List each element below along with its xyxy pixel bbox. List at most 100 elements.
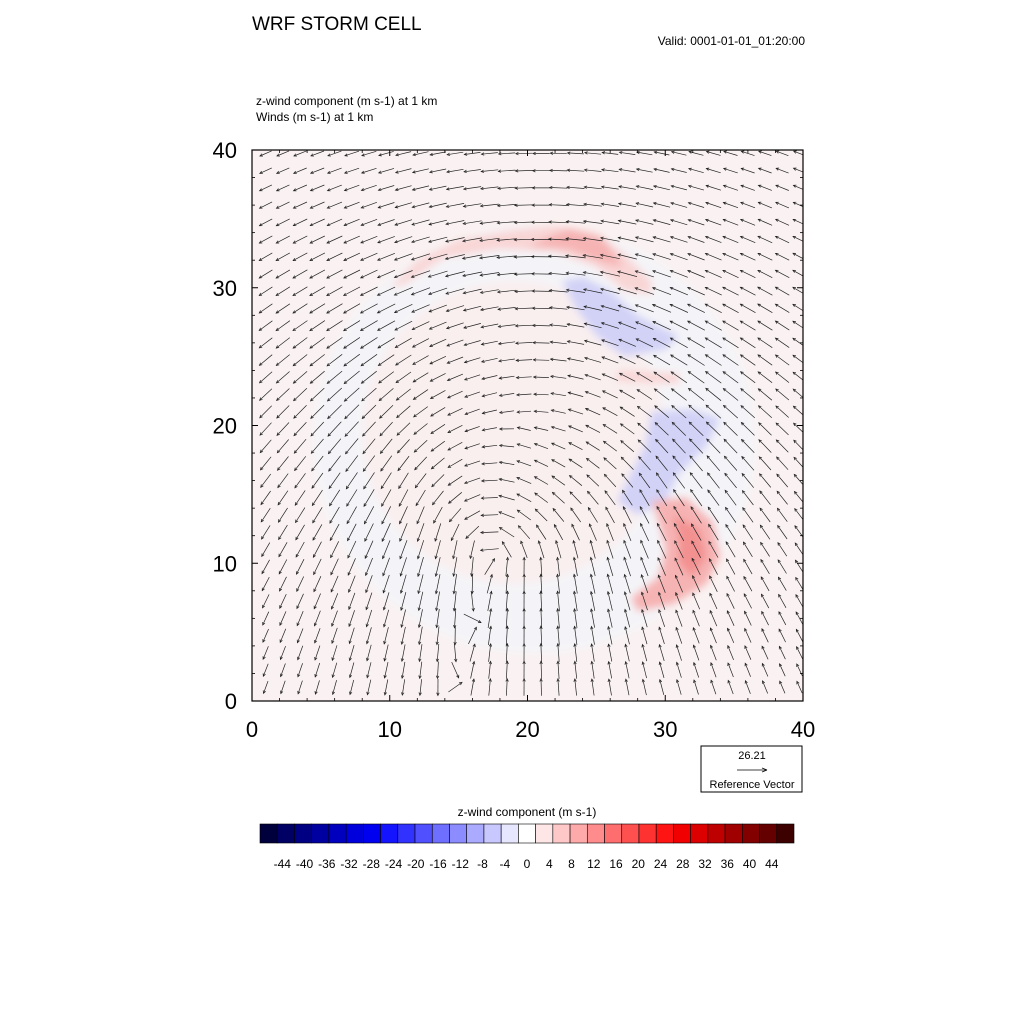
wind-vector-head	[792, 320, 796, 324]
wind-vector	[259, 286, 273, 296]
wind-vector-head	[602, 440, 607, 445]
wind-vector	[777, 508, 788, 522]
wind-vector-head	[464, 411, 469, 415]
wind-vector	[655, 439, 669, 454]
wind-vector-head	[742, 507, 746, 511]
colorbar-label: -36	[318, 857, 336, 871]
wind-vector-head	[453, 641, 457, 646]
wind-vector-head	[279, 656, 283, 661]
wind-vector-head	[687, 201, 692, 205]
wind-vector	[744, 611, 752, 626]
wind-vector	[326, 235, 343, 244]
wind-vector	[656, 523, 667, 542]
wind-vector-head	[566, 168, 571, 172]
wind-vector-head	[381, 520, 385, 525]
wind-vector	[693, 679, 699, 695]
wind-vector	[796, 646, 803, 660]
updraft-south	[630, 497, 721, 612]
wind-vector-head	[793, 456, 797, 461]
wind-vector	[638, 472, 651, 489]
wind-vector-head	[634, 219, 639, 223]
wind-vector-head	[428, 309, 433, 313]
wind-vector-head	[549, 168, 553, 173]
wind-vector	[653, 338, 671, 348]
wind-vector-head	[480, 359, 485, 363]
colorbar-swatch	[621, 823, 640, 844]
wind-vector-head	[675, 661, 679, 666]
wind-vector-head	[399, 573, 403, 577]
wind-vector-head	[329, 502, 333, 507]
wind-vector	[642, 644, 648, 662]
wind-vector-head	[330, 606, 334, 610]
wind-vector	[363, 472, 375, 489]
wind-vector	[447, 356, 464, 364]
wind-vector	[654, 151, 670, 156]
wind-vector	[608, 679, 612, 696]
wind-vector-head	[480, 152, 485, 156]
colorbar-swatch	[294, 823, 312, 844]
wind-vector-head	[774, 286, 779, 290]
wind-vector	[516, 376, 532, 379]
wind-vector	[690, 489, 703, 507]
wind-vector-head	[360, 222, 365, 226]
wind-vector-head	[296, 588, 300, 593]
wind-vector-head	[722, 286, 726, 290]
wind-vector	[653, 371, 670, 383]
wind-vector-head	[532, 151, 536, 156]
wind-vector-head	[606, 573, 610, 578]
wind-vector	[451, 661, 460, 679]
wind-vector	[555, 540, 562, 559]
wind-vector	[583, 220, 603, 224]
wind-vector	[574, 661, 578, 679]
wind-vector-head	[722, 269, 726, 273]
wind-vector-head	[399, 538, 403, 542]
wind-vector	[557, 591, 560, 612]
wind-vector	[775, 354, 790, 366]
colorbar-swatch	[655, 823, 674, 844]
wind-vector-head	[292, 275, 297, 279]
wind-vector-head	[726, 558, 730, 563]
wind-vector-head	[640, 556, 644, 561]
wind-vector	[568, 392, 584, 397]
wind-vector-head	[447, 429, 452, 433]
wind-vector	[540, 608, 543, 629]
wind-vector-head	[278, 553, 282, 558]
wind-vector	[347, 558, 356, 576]
wind-vector	[687, 253, 705, 261]
wind-vector-head	[481, 428, 486, 432]
wind-vector	[297, 645, 304, 660]
wind-vector-head	[651, 304, 656, 308]
wind-vector	[344, 387, 360, 402]
wind-vector-head	[275, 188, 280, 192]
wind-vector-head	[725, 523, 729, 528]
wind-vector	[532, 342, 550, 344]
wind-vector-head	[794, 525, 798, 529]
wind-vector	[793, 201, 803, 207]
wind-vector	[296, 559, 305, 575]
wind-vector-head	[481, 394, 486, 398]
wind-vector	[414, 440, 428, 453]
wind-vector	[601, 339, 619, 347]
wind-vector-head	[704, 303, 709, 307]
wind-vector-head	[707, 489, 711, 494]
wind-vector	[346, 472, 358, 489]
wind-vector	[671, 185, 687, 191]
wind-vector-head	[641, 678, 645, 683]
wind-vector-head	[653, 354, 657, 358]
wind-vector	[365, 575, 373, 593]
wind-vector	[540, 661, 542, 679]
wind-vector	[621, 456, 634, 470]
wind-vector	[744, 663, 751, 677]
wind-vector-head	[429, 361, 434, 365]
wind-vector-head	[395, 153, 399, 157]
colorbar-label: 12	[587, 857, 601, 871]
x-tick-label: 0	[246, 717, 258, 742]
wind-vector-head	[446, 170, 450, 174]
wind-vector	[401, 626, 406, 645]
wind-vector	[540, 591, 543, 612]
wind-vector-head	[582, 236, 587, 241]
wind-vector-head	[688, 167, 692, 171]
y-tick-label: 40	[213, 138, 237, 163]
wind-vector	[671, 151, 687, 156]
wind-vector	[448, 492, 463, 504]
